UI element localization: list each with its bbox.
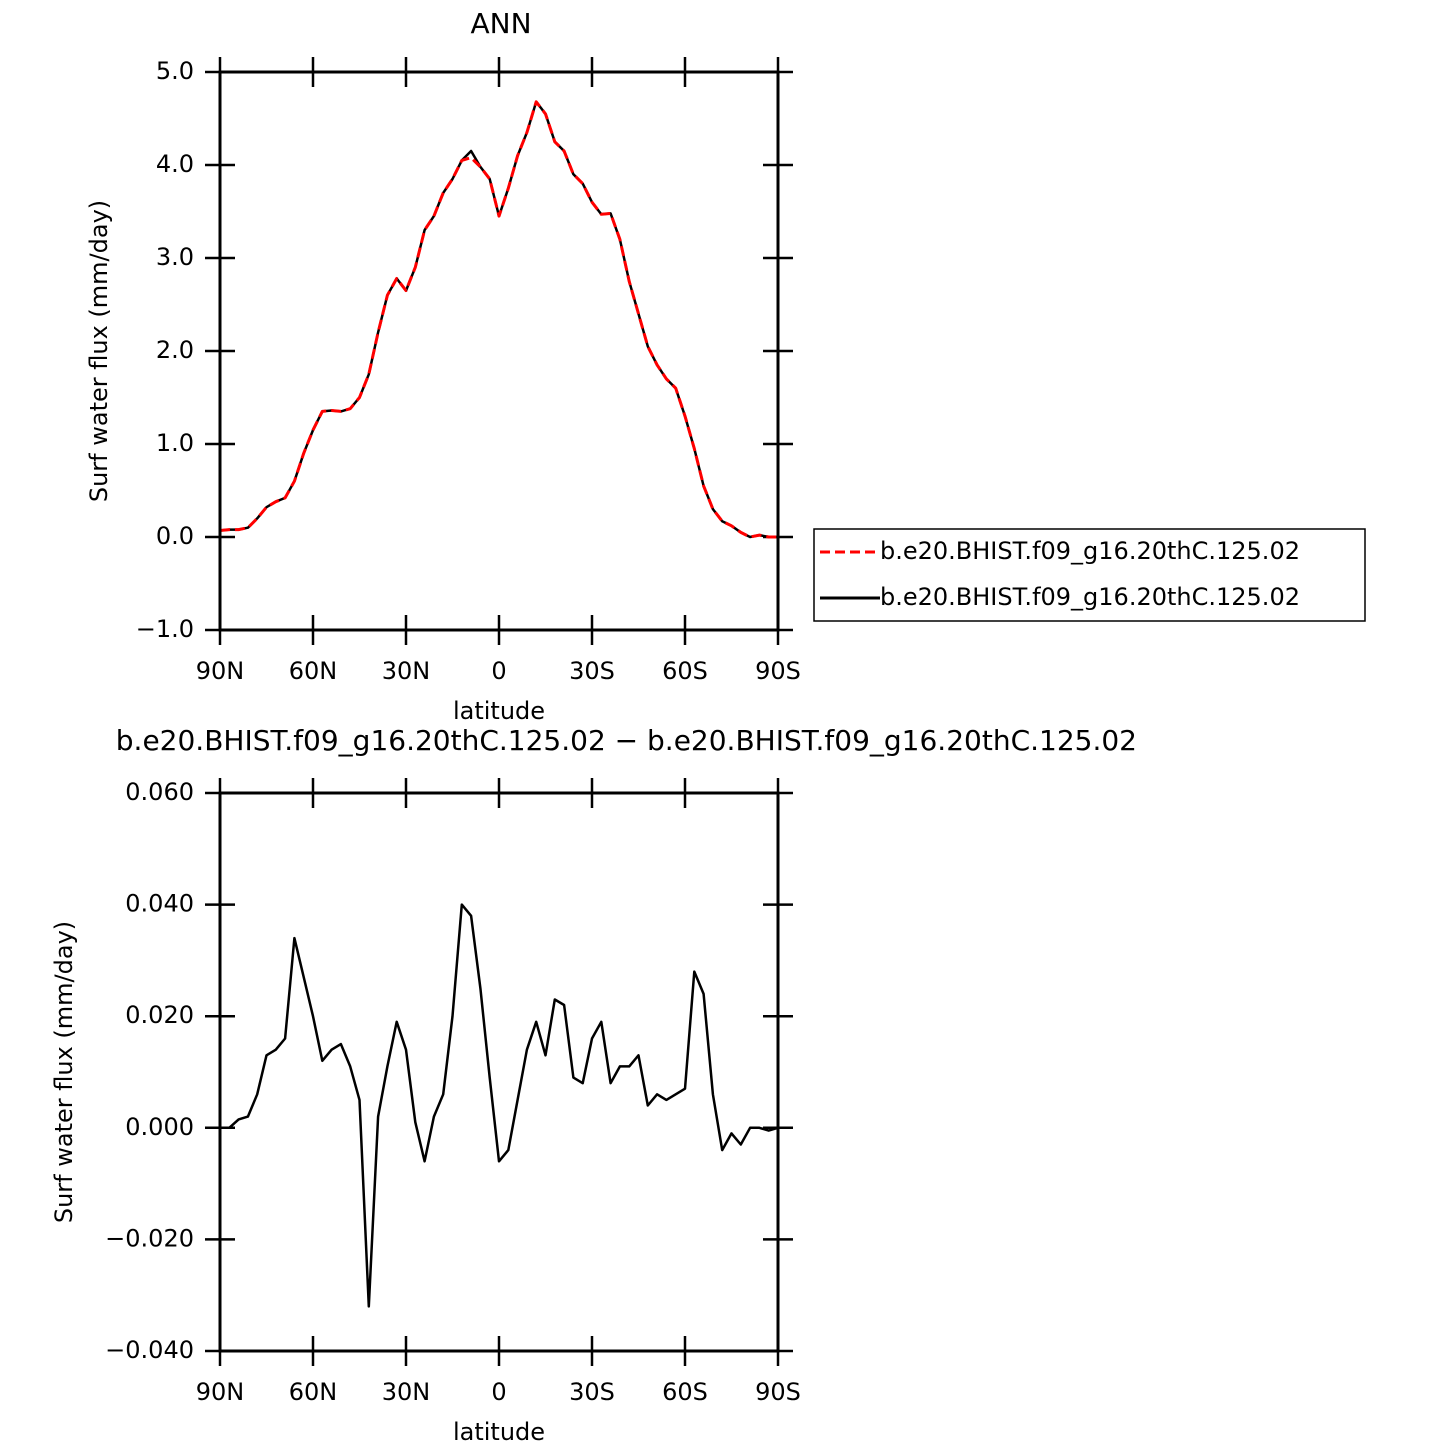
y-tick-label: 0.000 [125, 1113, 194, 1141]
x-tick-label: 30S [569, 1378, 615, 1406]
y-tick-label: −0.040 [105, 1336, 194, 1364]
y-tick-label: 0.0 [156, 522, 194, 550]
x-tick-label: 60S [662, 1378, 708, 1406]
y-tick-label: −0.020 [105, 1224, 194, 1252]
legend-label: b.e20.BHIST.f09_g16.20thC.125.02 [880, 583, 1300, 611]
y-axis-label: Surf water flux (mm/day) [50, 921, 78, 1223]
plot-frame [218, 70, 780, 632]
legend-box [813, 528, 1366, 622]
data-line [219, 100, 778, 539]
x-tick-label: 90S [755, 1378, 801, 1406]
x-tick-label: 0 [491, 657, 506, 685]
y-tick-label: 0.060 [125, 778, 194, 806]
y-tick-label: 0.020 [125, 1001, 194, 1029]
x-tick-label: 60N [289, 657, 338, 685]
data-line [219, 100, 778, 539]
x-tick-label: 30S [569, 657, 615, 685]
x-tick-label: 90S [755, 657, 801, 685]
plot-frame [218, 791, 780, 1353]
x-axis-label: latitude [453, 1418, 545, 1446]
legend-label: b.e20.BHIST.f09_g16.20thC.125.02 [880, 537, 1300, 565]
y-tick-label: 1.0 [156, 429, 194, 457]
x-tick-label: 90N [196, 657, 245, 685]
x-tick-label: 30N [382, 1378, 431, 1406]
y-tick-label: 0.040 [125, 890, 194, 918]
data-line [220, 903, 779, 1308]
x-axis-label: latitude [453, 697, 545, 725]
chart-title: b.e20.BHIST.f09_g16.20thC.125.02 − b.e20… [116, 724, 1137, 757]
y-tick-label: 4.0 [156, 150, 194, 178]
chart-title: ANN [470, 7, 531, 40]
y-tick-label: 5.0 [156, 57, 194, 85]
x-tick-label: 60N [289, 1378, 338, 1406]
y-tick-label: −1.0 [136, 615, 194, 643]
x-tick-label: 0 [491, 1378, 506, 1406]
x-tick-label: 90N [196, 1378, 245, 1406]
x-tick-label: 30N [382, 657, 431, 685]
y-tick-label: 2.0 [156, 336, 194, 364]
y-axis-label: Surf water flux (mm/day) [85, 200, 113, 502]
y-tick-label: 3.0 [156, 243, 194, 271]
x-tick-label: 60S [662, 657, 708, 685]
